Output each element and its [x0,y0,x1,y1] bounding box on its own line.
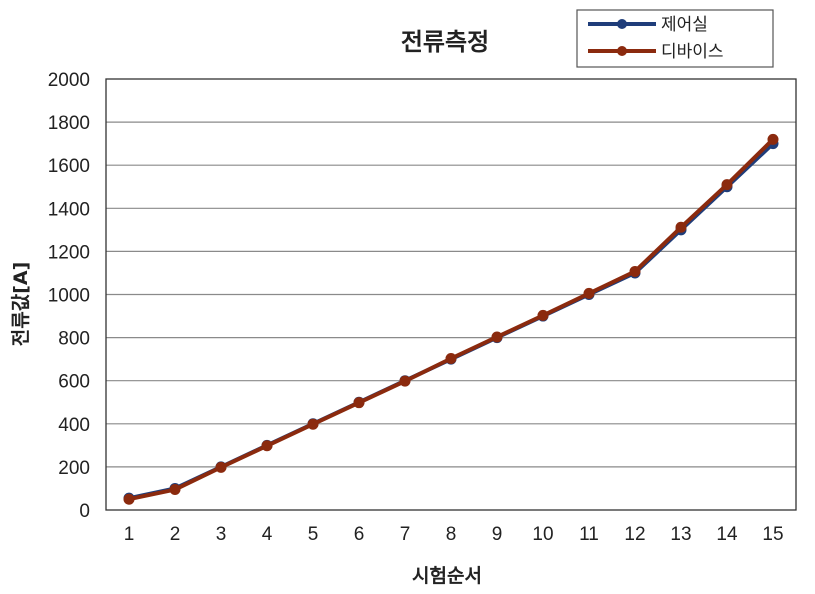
data-point-s1-14 [721,179,733,191]
y-tick-label-800: 800 [58,329,90,350]
legend-marker-control-room [617,19,627,29]
series-line-1 [127,137,775,502]
y-tick-labels: 0 200 400 600 800 1000 1200 1400 1600 1800 2000 [48,70,90,522]
data-point-s1-13 [675,221,687,233]
x-tick-label-6: 6 [354,524,365,545]
data-point-s1-2 [169,484,181,496]
x-tick-label-15: 15 [762,524,783,545]
data-point-s1-12 [629,265,641,277]
y-tick-label-600: 600 [58,372,90,393]
series-control-room [123,138,779,504]
y-tick-label-1400: 1400 [48,199,90,220]
data-point-s1-7 [399,375,411,387]
x-tick-labels: 1 2 3 4 5 6 7 8 9 10 11 12 13 14 15 [124,524,784,545]
y-tick-label-0: 0 [79,501,90,522]
y-tick-label-2000: 2000 [48,70,90,91]
x-tick-label-5: 5 [308,524,319,545]
x-tick-label-4: 4 [262,524,273,545]
data-point-s1-5 [307,418,319,430]
x-tick-label-14: 14 [716,524,738,545]
data-point-s1-9 [491,331,503,343]
data-point-s1-11 [583,287,595,299]
legend: 제어실 디바이스 [576,9,774,68]
x-tick-label-8: 8 [446,524,457,545]
legend-item-control-room: 제어실 [588,15,708,35]
x-tick-label-3: 3 [216,524,227,545]
chart-title: 전류측정 [401,28,489,56]
data-point-s1-4 [261,440,273,452]
x-tick-label-7: 7 [400,524,411,545]
y-tick-label-200: 200 [58,458,90,479]
data-point-s1-8 [445,353,457,365]
x-tick-label-10: 10 [532,524,553,545]
series-group [123,133,779,505]
x-axis-title: 시험순서 [412,565,482,587]
data-point-s1-1 [123,493,135,505]
x-tick-label-9: 9 [492,524,503,545]
plot-area-border [105,78,797,511]
y-axis-title: 전류값[A] [10,262,32,347]
data-point-s1-15 [767,133,779,145]
series-device [123,133,779,505]
y-tick-label-1200: 1200 [48,242,90,263]
y-tick-label-1600: 1600 [48,156,90,177]
y-tick-label-400: 400 [58,415,90,436]
y-tick-label-1800: 1800 [48,113,90,134]
data-point-s1-10 [537,309,549,321]
legend-marker-device [617,46,627,56]
gridlines [106,121,796,468]
legend-label-device: 디바이스 [661,42,724,62]
series-line-0 [127,141,775,501]
x-tick-label-12: 12 [624,524,645,545]
data-point-s1-6 [353,397,365,409]
x-tick-label-2: 2 [170,524,181,545]
y-tick-label-1000: 1000 [48,286,90,307]
legend-item-device: 디바이스 [588,42,724,62]
x-tick-label-11: 11 [579,524,599,545]
legend-label-control-room: 제어실 [661,15,708,35]
x-tick-label-1: 1 [124,524,135,545]
data-point-s1-3 [215,461,227,473]
legend-box [576,9,774,68]
x-tick-label-13: 13 [670,524,691,545]
